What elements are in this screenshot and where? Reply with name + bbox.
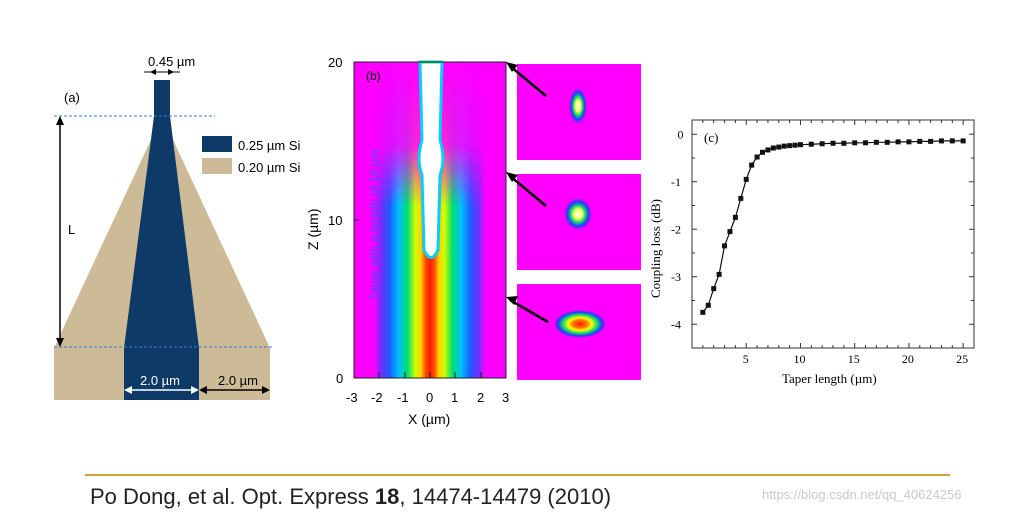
panel-b-x-ticks: [353, 372, 507, 378]
data-point: [938, 138, 944, 144]
y-tick-label: -2: [671, 222, 681, 236]
x-tick-label: -3: [346, 390, 358, 405]
y-axis-label: Coupling loss (dB): [648, 199, 663, 298]
data-point: [906, 139, 912, 145]
y-tick-label: -4: [671, 317, 681, 331]
panel-b-y-ticks: [354, 61, 360, 379]
panel-c-label: (c): [704, 130, 718, 145]
x-tick-label: -1: [397, 390, 409, 405]
panel-a-label: (a): [64, 90, 80, 105]
loss-series-line: [702, 140, 964, 313]
data-point: [830, 140, 836, 146]
divider-rule: [85, 474, 950, 476]
data-point: [749, 162, 755, 168]
legend-swatch-020: [202, 158, 232, 174]
x-tick-label: 25: [956, 352, 968, 366]
data-point: [770, 145, 776, 151]
citation-authors: Po Dong, et al. Opt. Express: [90, 484, 375, 509]
data-point: [863, 140, 869, 146]
data-point: [841, 140, 847, 146]
taper-025-region: [124, 116, 199, 348]
x-tick-label: 3: [502, 390, 509, 405]
data-point: [960, 138, 966, 144]
data-point: [765, 147, 771, 153]
citation-pages: , 14474-14479 (2010): [399, 484, 612, 509]
tip-025-region: [154, 80, 170, 116]
y-tick-label: 20: [328, 55, 342, 70]
data-point: [792, 142, 798, 148]
y-tick-label: -3: [671, 270, 681, 284]
data-point: [700, 309, 706, 315]
taper-annotation: Taper with a length of 10 µm: [367, 149, 381, 300]
plot-frame: [691, 119, 975, 349]
x-tick-label: 15: [848, 352, 860, 366]
x-tick-label: 2: [477, 390, 484, 405]
data-point: [781, 143, 787, 149]
x-tick-label: 5: [743, 352, 749, 366]
top-width-label: 0.45 µm: [148, 54, 195, 69]
x-tick-label: 0: [426, 390, 433, 405]
bottom-width-label: 2.0 µm: [140, 373, 180, 388]
data-point: [776, 144, 782, 150]
panel-b-label: (b): [366, 69, 381, 83]
x-tick-label: 1: [451, 390, 458, 405]
mode-pointer-arrows: [509, 65, 549, 324]
data-point: [722, 243, 728, 249]
legend-label-025: 0.25 µm Si: [238, 138, 301, 153]
y-tick-label: 10: [328, 213, 342, 228]
data-point: [732, 214, 738, 220]
data-point: [949, 138, 955, 144]
citation-volume: 18: [374, 484, 400, 509]
panel-c-chart: (c) Taper length (µm) Coupling loss (dB)…: [648, 119, 975, 386]
panel-b-ylabel: Z (µm): [305, 209, 321, 251]
data-point: [873, 139, 879, 145]
x-axis-label: Taper length (µm): [782, 371, 877, 386]
panel-b: -3 -2 -1 0 1 2 3 0 10 20 X (µm) Z (µm) (…: [305, 55, 641, 427]
data-point: [716, 271, 722, 277]
x-tick-label: 20: [902, 352, 914, 366]
data-point: [928, 138, 934, 144]
panel-b-xlabel: X (µm): [408, 411, 450, 427]
panel-a: (a) 0.45 µm L 2.0 µm 2.0 µm 0.25 µm Si 0…: [54, 54, 301, 400]
data-point: [808, 141, 814, 147]
x-tick-label: 10: [793, 352, 805, 366]
side-width-label: 2.0 µm: [218, 373, 258, 388]
y-tick-label: 0: [678, 127, 684, 141]
data-point: [797, 142, 803, 148]
data-point: [884, 139, 890, 145]
x-tick-label: -2: [371, 390, 383, 405]
data-point: [760, 149, 765, 155]
citation: Po Dong, et al. Opt. Express 18, 14474-1…: [90, 484, 611, 510]
data-point: [852, 140, 858, 146]
legend-swatch-025: [202, 136, 232, 152]
data-point: [754, 154, 760, 160]
data-point: [895, 139, 901, 145]
data-point: [819, 141, 825, 147]
taper-field: [417, 60, 445, 259]
length-label: L: [68, 222, 75, 237]
data-point: [787, 143, 793, 149]
legend-label-020: 0.20 µm Si: [238, 160, 301, 175]
y-tick-label: 0: [336, 371, 343, 386]
watermark: https://blog.csdn.net/qq_40624256: [762, 487, 962, 502]
bottom-025-region: [124, 348, 199, 400]
y-tick-label: -1: [671, 175, 681, 189]
data-point: [711, 286, 717, 292]
data-point: [917, 138, 923, 144]
data-point: [727, 229, 733, 235]
data-point: [743, 176, 749, 182]
data-point: [705, 302, 711, 308]
data-point: [738, 195, 744, 201]
